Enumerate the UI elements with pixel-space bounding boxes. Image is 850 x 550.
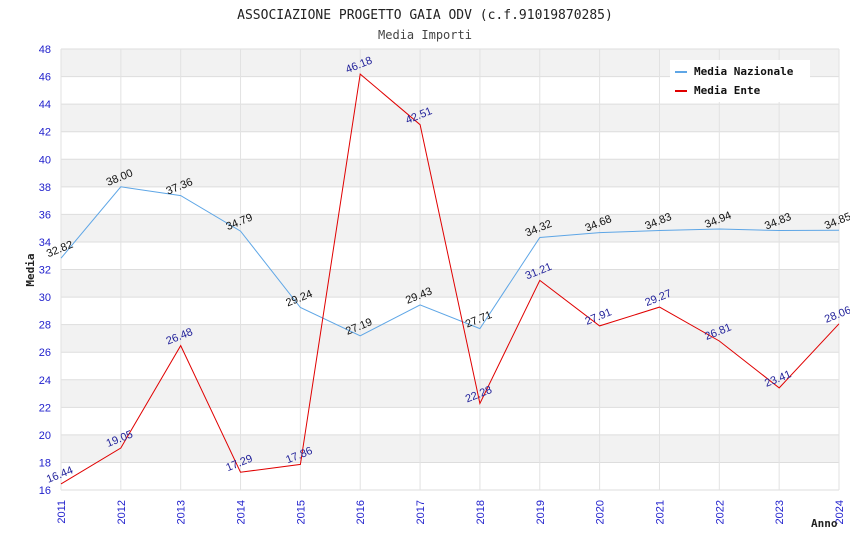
y-tick-label: 24	[39, 375, 51, 387]
x-axis-ticks: 2011 2012 2013 2014 2015 2016 2017 2018 2019 2020…	[56, 500, 846, 524]
y-axis-label: Media	[24, 253, 37, 286]
x-tick-label: 2012	[116, 500, 128, 524]
x-axis-label: Anno	[811, 517, 838, 530]
grid-band	[61, 214, 839, 242]
series-lines	[60, 73, 840, 485]
grid-band	[61, 352, 839, 380]
grid-band	[61, 324, 839, 353]
series-line-0	[60, 186, 840, 337]
x-tick-label: 2019	[535, 500, 547, 524]
y-tick-label: 34	[39, 237, 51, 249]
y-tick-label: 38	[39, 182, 51, 194]
y-tick-label: 36	[39, 209, 51, 221]
grid-lines	[60, 48, 840, 491]
x-tick-label: 2022	[714, 500, 726, 524]
grid-band	[61, 434, 839, 463]
y-tick-label: 30	[39, 292, 51, 304]
grid-band	[61, 407, 839, 435]
y-tick-label: 40	[39, 154, 51, 166]
y-tick-label: 46	[39, 72, 51, 84]
y-tick-label: 16	[39, 485, 51, 497]
grid-band	[61, 379, 839, 408]
y-tick-label: 48	[39, 44, 51, 56]
chart-title: ASSOCIAZIONE PROGETTO GAIA ODV (c.f.9101…	[237, 8, 613, 23]
legend-label-media-nazionale: Media Nazionale	[694, 65, 794, 78]
x-tick-label: 2018	[475, 500, 487, 524]
x-tick-label: 2023	[774, 500, 786, 524]
y-tick-label: 28	[39, 320, 51, 332]
y-tick-label: 26	[39, 347, 51, 359]
x-tick-label: 2011	[56, 500, 68, 524]
y-tick-label: 18	[39, 457, 51, 469]
y-tick-label: 44	[39, 99, 51, 111]
y-axis-ticks: 16 18 20 22 24 26 28 30 32 34 36 38 40 42 44 46 48	[39, 44, 51, 497]
x-tick-label: 2017	[415, 500, 427, 524]
grid-band	[61, 159, 839, 187]
x-tick-label: 2021	[654, 500, 666, 524]
legend-label-media-ente: Media Ente	[694, 84, 761, 97]
x-tick-label: 2013	[176, 500, 188, 524]
x-tick-label: 2024	[834, 500, 846, 524]
x-tick-label: 2015	[295, 500, 307, 524]
grid-band	[61, 104, 839, 132]
x-tick-label: 2020	[595, 500, 607, 524]
series-line-1	[60, 73, 840, 485]
chart-subtitle: Media Importi	[378, 28, 472, 42]
legend: Media Nazionale Media Ente	[670, 60, 810, 102]
y-tick-label: 32	[39, 265, 51, 277]
grid-band	[61, 462, 839, 490]
grid-band	[61, 186, 839, 215]
grid-band	[61, 297, 839, 325]
grid-band	[61, 269, 839, 298]
grid-band	[61, 131, 839, 160]
y-tick-label: 20	[39, 430, 51, 442]
legend-background	[670, 60, 810, 102]
x-tick-label: 2014	[236, 500, 248, 524]
y-tick-label: 22	[39, 402, 51, 414]
y-tick-label: 42	[39, 127, 51, 139]
x-tick-label: 2016	[355, 500, 367, 524]
